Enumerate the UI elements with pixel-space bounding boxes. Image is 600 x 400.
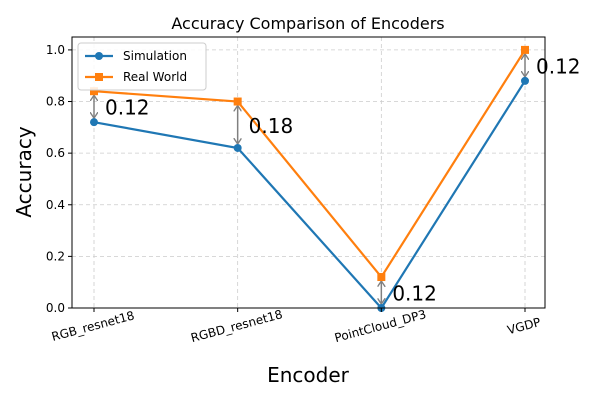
data-point — [233, 143, 242, 152]
series-line-real-world — [93, 49, 526, 279]
legend-swatch-marker — [95, 52, 103, 60]
difference-labels: 0.12 0.18 0.12 0.12 — [105, 54, 581, 305]
y-tick-label: 0.8 — [46, 95, 65, 109]
legend: Simulation Real World — [77, 42, 207, 91]
y-tick-label: 1.0 — [46, 43, 65, 57]
data-point — [521, 76, 529, 85]
series-line-simulation — [93, 80, 526, 310]
data-point — [233, 97, 242, 106]
difference-label: 0.12 — [392, 282, 437, 306]
data-point — [90, 118, 98, 127]
series-layer — [90, 45, 529, 312]
difference-label: 0.18 — [249, 114, 294, 138]
difference-label: 0.12 — [105, 96, 150, 120]
data-point — [521, 45, 529, 54]
legend-box — [77, 42, 207, 91]
chart-title: Accuracy Comparison of Encoders — [171, 14, 444, 33]
y-axis: 0.0 0.2 0.4 0.6 0.8 1.0 — [46, 43, 72, 315]
data-point — [377, 273, 386, 282]
legend-label: Real World — [123, 70, 187, 84]
y-tick-label: 0.0 — [46, 301, 65, 315]
y-axis-label: Accuracy — [12, 126, 36, 217]
data-point — [90, 87, 98, 96]
y-tick-label: 0.4 — [46, 198, 65, 212]
difference-arrows — [94, 54, 525, 304]
difference-label: 0.12 — [536, 54, 581, 78]
plot-frame — [71, 36, 546, 309]
legend-label: Simulation — [123, 49, 187, 63]
x-axis-label: Encoder — [267, 363, 350, 387]
y-tick-label: 0.2 — [46, 249, 65, 263]
y-tick-label: 0.6 — [46, 146, 65, 160]
legend-swatch-marker — [95, 73, 103, 81]
